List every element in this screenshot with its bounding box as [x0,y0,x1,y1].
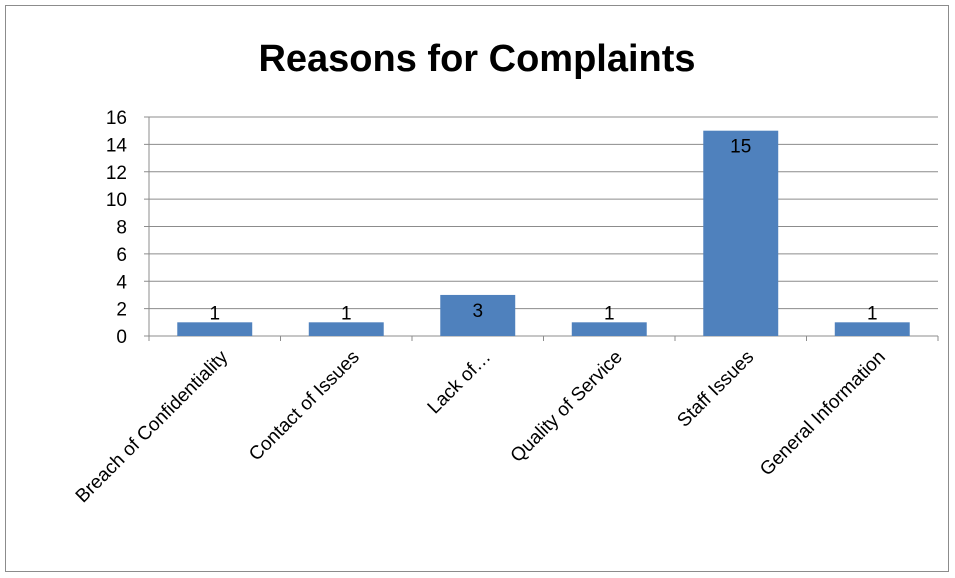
chart-frame: Reasons for Complaints [5,5,949,572]
y-tick-label: 12 [106,163,127,184]
x-category-label-1: Contact of Issues [245,347,364,466]
bar-4 [703,130,779,336]
data-label-1: 1 [341,303,352,324]
y-tick-label: 16 [106,108,127,129]
bar-2 [440,294,516,336]
x-category-label-5: General Information [756,347,890,481]
y-tick-label: 0 [116,327,127,348]
y-tick-label: 8 [116,218,127,239]
x-category-label-2: Lack of… [424,347,496,419]
bar-3 [571,322,647,336]
x-category-label-0: Breach of Confidentiality [72,346,233,507]
data-label-4: 15 [730,137,751,158]
y-tick-label: 2 [116,300,127,321]
data-label-0: 1 [209,303,220,324]
bar-0 [177,322,253,336]
data-label-2: 3 [472,301,483,322]
y-tick-label: 6 [116,245,127,266]
y-tick-label: 4 [116,272,127,293]
data-label-5: 1 [867,303,878,324]
bar-5 [834,322,910,336]
x-category-label-3: Quality of Service [507,347,627,467]
bar-1 [308,322,384,336]
chart-title: Reasons for Complaints [258,38,696,80]
y-tick-label: 10 [106,190,127,211]
data-label-3: 1 [604,303,615,324]
x-category-label-4: Staff Issues [673,347,758,432]
y-tick-label: 14 [106,135,128,156]
